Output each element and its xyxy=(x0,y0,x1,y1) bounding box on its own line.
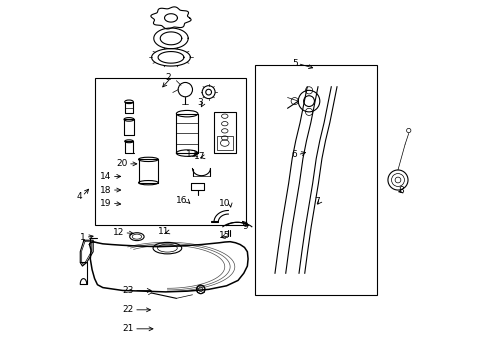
Text: 7: 7 xyxy=(313,197,319,206)
Text: 15: 15 xyxy=(218,231,230,240)
Text: 23: 23 xyxy=(122,286,134,295)
Bar xyxy=(214,112,235,153)
Text: 11: 11 xyxy=(157,228,169,237)
Text: 18: 18 xyxy=(100,185,112,194)
Bar xyxy=(94,78,246,225)
Text: 21: 21 xyxy=(122,324,134,333)
Text: 4: 4 xyxy=(77,192,82,201)
Text: 8: 8 xyxy=(398,186,403,195)
Text: 9: 9 xyxy=(242,222,247,231)
Text: 22: 22 xyxy=(122,305,134,314)
Bar xyxy=(255,65,376,295)
Text: 16: 16 xyxy=(175,196,187,205)
Text: 1: 1 xyxy=(80,233,85,242)
Text: 3: 3 xyxy=(197,98,203,107)
Text: 14: 14 xyxy=(100,172,112,181)
Text: 12: 12 xyxy=(113,228,124,237)
Bar xyxy=(217,136,232,150)
Text: 17: 17 xyxy=(193,152,204,161)
Text: 5: 5 xyxy=(291,59,297,68)
Text: 6: 6 xyxy=(291,150,297,159)
Text: 20: 20 xyxy=(116,159,128,168)
Text: 13: 13 xyxy=(186,150,198,159)
Text: 2: 2 xyxy=(165,73,171,82)
Text: 10: 10 xyxy=(218,199,230,208)
Text: 19: 19 xyxy=(100,199,112,208)
